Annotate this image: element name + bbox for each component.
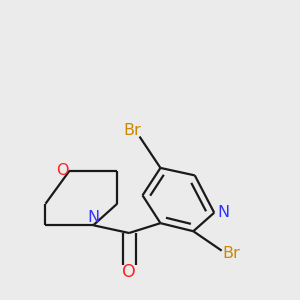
Text: Br: Br bbox=[123, 123, 141, 138]
Text: N: N bbox=[87, 210, 99, 225]
Text: N: N bbox=[218, 205, 230, 220]
Text: O: O bbox=[122, 263, 136, 281]
Text: O: O bbox=[56, 164, 68, 178]
Text: Br: Br bbox=[222, 246, 240, 261]
